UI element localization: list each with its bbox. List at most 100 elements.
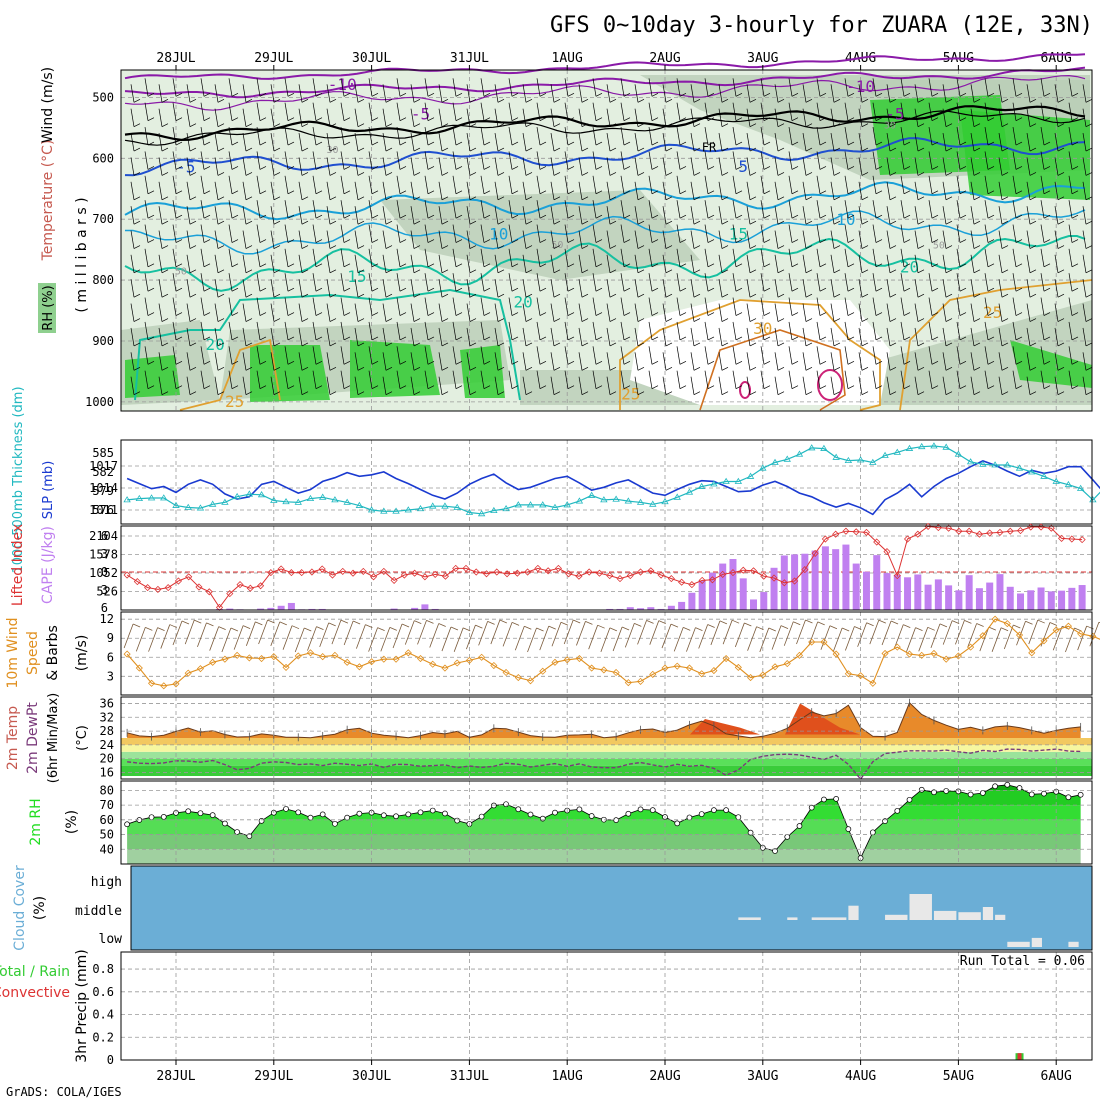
wind-barb-flag bbox=[539, 360, 547, 365]
wind-barb-flag bbox=[973, 366, 981, 371]
wind-barb-flag bbox=[567, 263, 575, 268]
wind-barb bbox=[858, 133, 863, 152]
wind-barb-flag bbox=[1029, 196, 1037, 201]
wind-barb bbox=[312, 273, 317, 292]
wind-barb-flag bbox=[651, 312, 659, 316]
pressure-tick-label: 700 bbox=[92, 212, 114, 226]
wind-barb-flag bbox=[245, 99, 253, 103]
wind-speed-point bbox=[245, 654, 253, 662]
wind-barb bbox=[298, 206, 303, 225]
wind-barb bbox=[466, 108, 471, 127]
lifted-index-point bbox=[565, 570, 573, 578]
wind-barb-flag bbox=[749, 123, 757, 128]
wind-barb bbox=[1012, 346, 1017, 365]
temperature-tick-label: 28 bbox=[100, 724, 114, 738]
wind-barb bbox=[704, 273, 709, 292]
cape-bar bbox=[277, 605, 285, 610]
wind-barb-flag bbox=[651, 190, 659, 195]
wind-barb bbox=[1068, 200, 1073, 219]
wind-barb-flag bbox=[847, 287, 855, 292]
wind-barb-flag bbox=[511, 117, 519, 122]
wind-barb-flag bbox=[805, 619, 813, 624]
wind-speed-point bbox=[526, 677, 535, 685]
wind-barb bbox=[928, 224, 933, 243]
wind-barb bbox=[536, 224, 541, 243]
wind-barb bbox=[410, 230, 415, 249]
wind-speed-point bbox=[270, 653, 278, 661]
cape-tick-label: 2104 bbox=[89, 529, 118, 543]
wind-barb-flag bbox=[161, 245, 169, 249]
wind-barb bbox=[676, 175, 681, 194]
wind-barb bbox=[392, 623, 403, 649]
wind-barb bbox=[550, 206, 555, 225]
cape-bar bbox=[698, 580, 706, 610]
wind-barb-flag bbox=[371, 214, 379, 219]
wind-barb bbox=[746, 376, 751, 395]
wind-barb bbox=[494, 254, 499, 273]
wind-barb bbox=[184, 620, 195, 645]
wind-barb-flag bbox=[693, 220, 701, 225]
wind-barb bbox=[396, 175, 401, 194]
wind-barb bbox=[354, 352, 359, 371]
wind-barb bbox=[1026, 303, 1031, 322]
wind-barb-flag bbox=[693, 172, 701, 176]
wind-barb-flag bbox=[777, 318, 785, 322]
wind-barb-flag bbox=[609, 99, 617, 103]
wind-barb-flag bbox=[1001, 99, 1009, 103]
wind-barb bbox=[270, 303, 275, 322]
wind-barb bbox=[746, 133, 751, 152]
wind-barb bbox=[732, 102, 737, 121]
lifted-index-point bbox=[462, 564, 470, 572]
wind-barb bbox=[438, 84, 443, 103]
rh-point bbox=[429, 807, 436, 814]
wind-barb bbox=[872, 200, 877, 219]
wind-barb-flag bbox=[861, 196, 869, 201]
wind-barb bbox=[914, 279, 919, 298]
wind-barb bbox=[186, 206, 191, 225]
wind-barb bbox=[979, 626, 990, 652]
thickness-point bbox=[331, 496, 339, 503]
wind-barb bbox=[634, 181, 639, 200]
wind-barb-flag bbox=[511, 287, 519, 292]
wind-barb-flag bbox=[595, 166, 603, 170]
lifted-index-point bbox=[174, 577, 183, 585]
wind-barb bbox=[637, 620, 647, 645]
wind-barb-flag bbox=[768, 627, 776, 632]
wind-barb bbox=[620, 78, 625, 97]
wind-barb bbox=[228, 273, 233, 292]
rh-point bbox=[698, 811, 705, 817]
wind-barb bbox=[872, 175, 877, 194]
wind-barb-flag bbox=[679, 336, 687, 341]
wind-barb bbox=[1082, 157, 1087, 176]
wind-barb bbox=[578, 376, 583, 395]
wind-barb-flag bbox=[658, 620, 666, 625]
rh-point bbox=[197, 810, 204, 817]
wind-speed-point bbox=[795, 651, 804, 659]
wind-barb bbox=[564, 346, 569, 365]
wind-barb-flag bbox=[679, 117, 687, 122]
wind-speed-point bbox=[306, 649, 315, 657]
wind-barb bbox=[158, 279, 163, 298]
wind-barb-flag bbox=[175, 312, 183, 316]
wind-speed-line bbox=[126, 618, 1100, 687]
temperature-tick-label: 36 bbox=[100, 696, 114, 710]
wind-barb-flag bbox=[1001, 366, 1009, 371]
wind-barb bbox=[592, 175, 597, 194]
wind-barb bbox=[1012, 102, 1017, 121]
wind-barb bbox=[186, 376, 191, 395]
wind-barb-flag bbox=[931, 239, 939, 243]
wind-barb-flag bbox=[525, 269, 533, 274]
wind-barb bbox=[221, 627, 232, 653]
minmax-axis-label: (6hr Min/Max) bbox=[46, 693, 61, 783]
wind-barb bbox=[270, 206, 275, 225]
wind-barb-flag bbox=[203, 93, 211, 97]
wind-barb bbox=[788, 297, 793, 316]
thickness-point bbox=[649, 500, 657, 507]
wind-barb bbox=[550, 84, 555, 103]
wind-barb-flag bbox=[315, 141, 323, 146]
wind-barb-flag bbox=[623, 141, 631, 146]
wind-barb-flag bbox=[455, 166, 463, 170]
thickness-point bbox=[160, 494, 168, 501]
thickness-point bbox=[856, 456, 865, 463]
wind-barb-flag bbox=[1037, 619, 1045, 624]
